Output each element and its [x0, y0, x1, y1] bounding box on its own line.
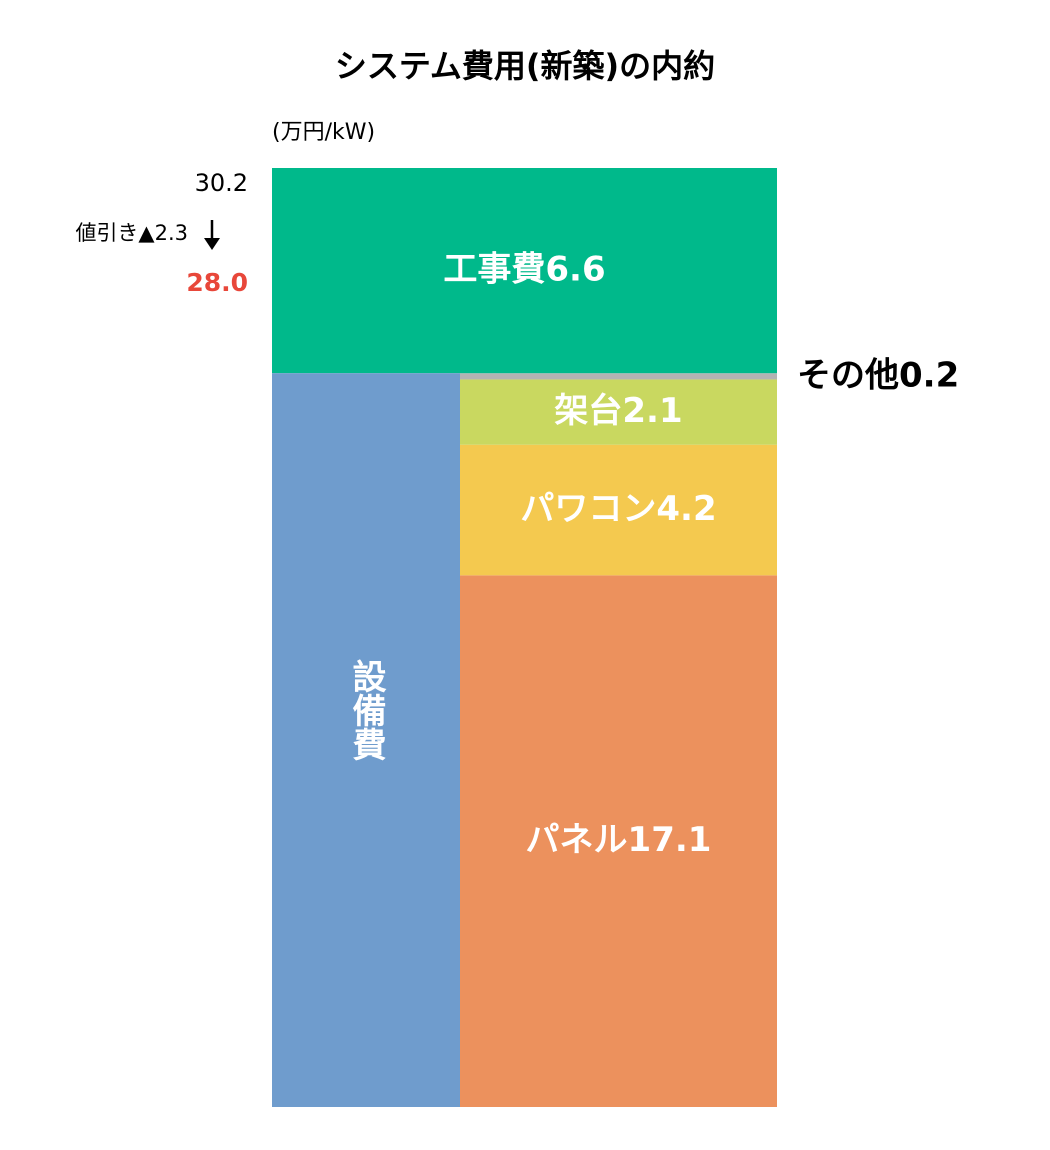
- segment-value: 6.6: [545, 249, 605, 289]
- segment-label: パワコン4.2: [520, 489, 716, 529]
- total-label: 30.2: [195, 169, 248, 197]
- segment-value: 17.1: [628, 820, 712, 860]
- down-arrow: [204, 220, 220, 250]
- bar-segment: [460, 373, 777, 380]
- segment-value: 4.2: [656, 489, 716, 529]
- segment-label: パネル17.1: [526, 820, 712, 860]
- bar-segment: [460, 379, 777, 445]
- bar-segment: [460, 444, 777, 576]
- segment-name: パワコン: [520, 489, 656, 529]
- segment-label: 工事費6.6: [443, 249, 605, 289]
- bar-segment: [272, 168, 777, 374]
- group-bar: [272, 373, 460, 1107]
- segment-label: 架台2.1: [554, 391, 682, 431]
- segment-name: 架台: [554, 391, 622, 431]
- bar-segment: [460, 575, 777, 1107]
- chart-title: システム費用(新築)の内約: [335, 47, 715, 85]
- segment-label: その他0.2: [797, 355, 959, 395]
- discount-text: 値引き▲: [75, 221, 155, 245]
- group-label: 設備費: [346, 659, 386, 761]
- unit-label: (万円/kW): [272, 120, 375, 145]
- segment-value: 2.1: [622, 391, 682, 431]
- net-label: 28.0: [186, 268, 248, 297]
- discount-value: 2.3: [155, 221, 188, 245]
- segment-name: パネル: [526, 820, 628, 860]
- segment-value: 0.2: [899, 355, 959, 395]
- segment-name: 工事費: [443, 249, 545, 289]
- segment-name: その他: [797, 355, 899, 395]
- discount-label: 値引き▲2.3: [75, 221, 188, 245]
